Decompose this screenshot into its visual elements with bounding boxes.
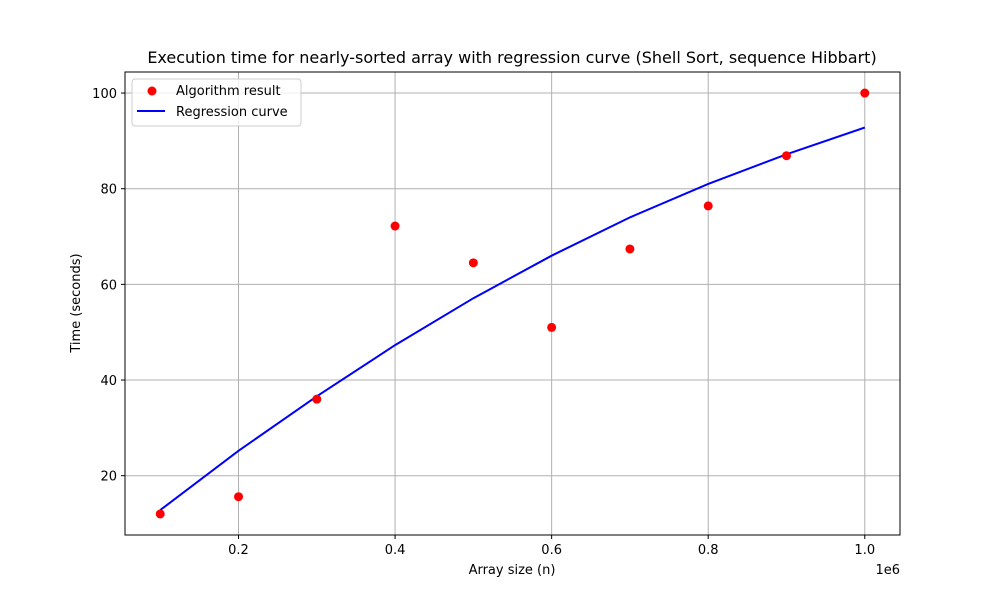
scatter-point (468, 258, 478, 268)
plot-area (155, 88, 870, 519)
chart-title: Execution time for nearly-sorted array w… (147, 48, 876, 67)
x-tick-label: 0.2 (228, 543, 249, 558)
y-tick-label: 40 (100, 374, 117, 389)
x-axis: 0.2 0.4 0.6 0.8 1.0 (228, 535, 875, 558)
legend-marker-algorithm-result (147, 86, 157, 96)
y-axis-label: Time (seconds) (69, 253, 84, 353)
scatter-point (625, 244, 635, 254)
y-axis: 20 40 60 80 100 (92, 87, 125, 485)
scatter-point (155, 509, 165, 519)
x-axis-label: Array size (n) (469, 563, 556, 578)
grid (125, 72, 900, 535)
legend-label-regression-curve: Regression curve (176, 105, 288, 120)
scatter-point (234, 492, 244, 502)
y-tick-label: 100 (92, 87, 117, 102)
legend-label-algorithm-result: Algorithm result (176, 84, 281, 99)
plot-frame (124, 71, 901, 536)
scatter-point (547, 322, 557, 332)
scatter-point (860, 88, 870, 98)
scatter-point (703, 201, 713, 211)
x-tick-label: 1.0 (854, 543, 875, 558)
legend-box (131, 78, 302, 127)
x-tick-label: 0.6 (541, 543, 562, 558)
scatter-point (312, 394, 322, 404)
x-tick-label: 0.8 (698, 543, 719, 558)
regression-curve-line (159, 126, 866, 511)
scatter-point (390, 221, 400, 231)
y-tick-label: 80 (100, 183, 117, 198)
scatter-point (781, 151, 791, 161)
y-tick-label: 20 (100, 470, 117, 485)
x-tick-label: 0.4 (385, 543, 406, 558)
x-axis-offset-label: 1e6 (875, 563, 900, 578)
y-tick-label: 60 (100, 278, 117, 293)
legend: Algorithm result Regression curve (131, 78, 302, 127)
